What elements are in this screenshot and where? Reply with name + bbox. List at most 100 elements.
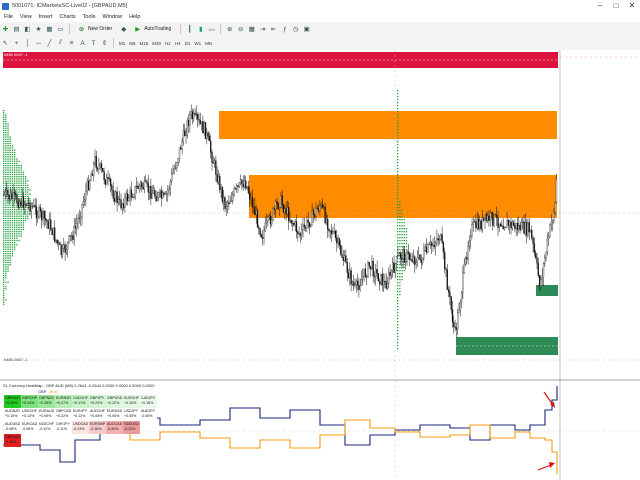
close-icon[interactable]: ✕ [628,1,636,10]
volume-dot [397,345,399,347]
timeframe-h1[interactable]: H1 [165,40,171,46]
candle-body [108,178,110,180]
indicators-icon[interactable]: ƒ [282,25,287,33]
menu-window[interactable]: Window [102,14,123,20]
candle-body [535,252,537,258]
autoscroll-icon[interactable]: ⇥ [260,26,266,33]
candle-body [418,254,420,258]
meta-editor-icon[interactable]: ◆ [121,26,127,33]
candle-body [389,272,391,276]
volume-dot [397,273,399,275]
menu-tools[interactable]: Tools [82,14,96,20]
timeframe-m1[interactable]: M1 [119,40,126,46]
volume-dot [18,189,20,191]
volume-dot [16,226,18,228]
chart-shift-icon[interactable]: ⇤ [271,26,277,33]
new-chart-icon[interactable]: ✚ [2,26,9,33]
line-chart-icon[interactable]: 〰 [208,27,216,34]
volume-dot [397,270,399,272]
templates-icon[interactable]: ▣ [303,26,310,33]
volume-dot [25,211,27,213]
timeframe-mn[interactable]: MN [205,40,213,46]
zoom-in-icon[interactable]: ⊕ [227,26,233,33]
bar-chart-icon[interactable]: ┃ [187,26,192,33]
heatmap-cell: EURNZD +0.27% [55,395,72,408]
maximize-icon[interactable]: □ [613,1,619,10]
candle-body [454,326,456,328]
arrows-icon[interactable]: ⇕ [101,40,108,47]
profiles-icon[interactable]: ▤ [13,26,20,33]
periods-icon[interactable]: ◷ [292,26,299,33]
heatmap-cell: CADCHF +0.17% [72,395,89,408]
volume-dot [399,219,401,221]
volume-dot [7,226,9,228]
volume-dot [3,156,5,158]
text-icon[interactable]: A [80,39,85,47]
fibonacci-icon[interactable]: ≡ [69,39,74,47]
volume-dot [3,206,5,209]
candle-chart-icon[interactable]: ▮ [198,26,203,33]
volume-dot [397,312,399,314]
volume-dot [397,243,399,245]
volume-dot [3,272,5,275]
volume-dot [9,233,11,235]
volume-dot [3,275,5,277]
navigator-icon[interactable]: ★ [35,26,42,33]
volume-dot [3,244,5,246]
horizontal-line-icon[interactable]: ─ [36,39,41,47]
trendline-icon[interactable]: ╱ [47,40,52,47]
candle-body [477,218,480,229]
new-order-button[interactable]: ⊕ New Order [73,23,118,36]
price-chart[interactable]: #480 0047 -1 #480 2847 -1 [0,50,640,480]
volume-dot [7,253,9,255]
label-icon[interactable]: T [91,39,96,47]
menu-charts[interactable]: Charts [59,14,76,20]
volume-dot [16,228,18,231]
candle-body [327,218,329,230]
market-watch-icon[interactable]: ◧ [24,26,31,33]
volume-dot [7,268,9,270]
data-window-icon[interactable]: ▦ [46,26,53,33]
candle-body [251,197,253,208]
volume-dot [7,261,9,264]
volume-dot [11,213,14,215]
timeframe-m15[interactable]: M15 [139,40,149,46]
volume-dot [25,217,27,220]
candle-body [55,239,57,242]
timeframe-h4[interactable]: H4 [174,40,181,46]
menu-help[interactable]: Help [129,14,141,20]
volume-dot [20,213,22,215]
crosshair-icon[interactable]: + [14,39,19,47]
candle-body [466,257,468,260]
menu-file[interactable]: File [4,14,13,20]
timeframe-m30[interactable]: M30 [152,40,162,46]
volume-dot [29,189,31,191]
candle-body [263,230,265,239]
menu-view[interactable]: View [19,14,32,20]
volume-dot [11,169,14,171]
zoom-out-icon[interactable]: ⊖ [238,26,244,33]
volume-dot [399,258,401,260]
candle-body [532,237,534,244]
volume-dot [16,237,18,239]
candle-body [202,121,204,134]
volume-dot [3,233,5,235]
autotrading-button[interactable]: ▶ AutoTrading [129,23,177,36]
timeframe-m5[interactable]: M5 [129,40,136,46]
volume-dot [5,136,7,138]
minimize-icon[interactable]: – [597,1,603,10]
candle-body [280,195,282,208]
timeframe-d1[interactable]: D1 [184,40,191,46]
vertical-line-icon[interactable]: │ [25,39,30,47]
timeframe-w1[interactable]: W1 [194,40,202,46]
candle-body [211,152,213,163]
toolbar-divider [220,24,222,34]
supply-zone-lower [249,175,557,218]
terminal-icon[interactable]: ▭ [57,26,64,33]
volume-dot [16,215,18,217]
cursor-icon[interactable]: ↖ [2,40,9,47]
menu-insert[interactable]: Insert [38,14,53,20]
channel-icon[interactable]: ⫽ [59,39,62,46]
volume-dot [22,228,25,231]
tile-icon[interactable]: ▦ [248,26,255,33]
